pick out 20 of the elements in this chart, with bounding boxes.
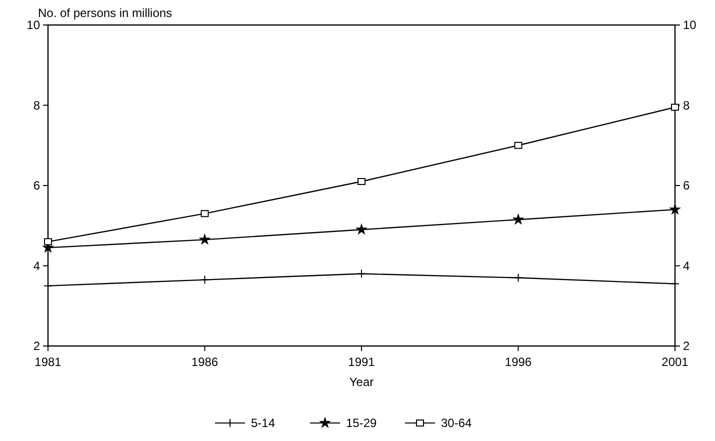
y-tick-label: 6 <box>33 178 40 193</box>
x-tick-label: 1981 <box>34 355 62 369</box>
legend-label: 15-29 <box>346 416 378 430</box>
y-tick-label: 4 <box>33 258 40 273</box>
y2-tick-label: 10 <box>683 18 697 32</box>
x-tick-label: 2001 <box>662 355 689 369</box>
x-tick-label: 1986 <box>191 355 218 369</box>
legend-label: 30-64 <box>441 416 472 430</box>
y-tick-label: 2 <box>33 339 40 354</box>
y2-tick-label: 4 <box>683 258 690 273</box>
legend-label: 5-14 <box>251 416 276 430</box>
x-tick-label: 1991 <box>348 355 376 369</box>
y2-tick-label: 2 <box>683 339 690 354</box>
x-tick-label: 1996 <box>504 355 532 369</box>
y2-tick-label: 6 <box>683 178 690 193</box>
y-axis-title: No. of persons in millions <box>38 6 172 20</box>
y-tick-label: 8 <box>33 98 40 112</box>
y2-tick-label: 8 <box>683 98 690 112</box>
x-axis-title: Year <box>349 375 374 389</box>
y-tick-label: 10 <box>26 18 40 32</box>
